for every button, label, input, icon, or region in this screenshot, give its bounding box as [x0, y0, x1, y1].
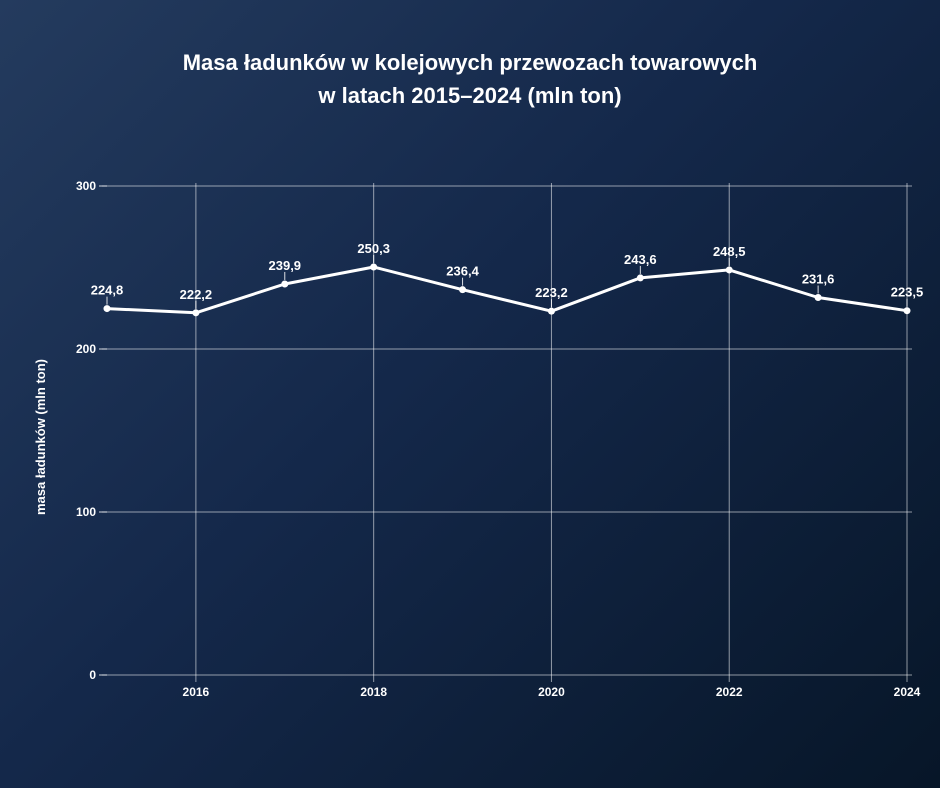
x-tick-label-2016: 2016: [183, 685, 210, 699]
y-tick-label-0: 0: [89, 668, 96, 682]
x-tick-label-2022: 2022: [716, 685, 743, 699]
data-label-2017: 239,9: [269, 258, 302, 273]
data-point-2024: [903, 307, 911, 315]
y-axis-label: masa ładunków (mln ton): [33, 359, 48, 515]
data-label-2019: 236,4: [446, 264, 479, 279]
data-label-2022: 248,5: [713, 244, 746, 259]
series-line: [105, 265, 909, 315]
data-label-2024: 223,5: [891, 285, 924, 300]
data-labels: 224,8 222,2 239,9 250,3 236,4 223,2 243,6 248,5…: [91, 241, 924, 309]
data-point-2018: [370, 263, 378, 271]
x-axis-ticks: 2016 2018 2020 2022 2024: [183, 685, 921, 699]
data-point-2020: [547, 307, 555, 315]
data-point-2022: [725, 266, 733, 274]
y-tick-label-300: 300: [76, 179, 96, 193]
y-tick-label-200: 200: [76, 342, 96, 356]
x-tick-label-2020: 2020: [538, 685, 565, 699]
data-point-2023: [814, 293, 822, 301]
x-tick-label-2018: 2018: [360, 685, 387, 699]
data-point-2015: [103, 305, 111, 313]
chart-title: Masa ładunków w kolejowych przewozach to…: [0, 46, 940, 112]
chart-title-line-2: w latach 2015–2024 (mln ton): [318, 83, 622, 108]
chart-title-line-1: Masa ładunków w kolejowych przewozach to…: [182, 50, 758, 75]
grid-lines: [102, 183, 912, 682]
data-point-2017: [281, 280, 289, 288]
data-label-2021: 243,6: [624, 252, 657, 267]
data-point-2019: [459, 286, 467, 294]
data-label-2020: 223,2: [535, 285, 568, 300]
data-label-2015: 224,8: [91, 283, 124, 298]
data-label-2018: 250,3: [357, 241, 390, 256]
data-point-2021: [636, 274, 644, 282]
data-point-2016: [192, 309, 200, 317]
y-axis-ticks: 0 100 200 300: [76, 179, 107, 682]
x-tick-label-2024: 2024: [894, 685, 921, 699]
data-label-2016: 222,2: [180, 287, 213, 302]
series: [103, 263, 911, 317]
data-label-2023: 231,6: [802, 271, 835, 286]
y-tick-label-100: 100: [76, 505, 96, 519]
